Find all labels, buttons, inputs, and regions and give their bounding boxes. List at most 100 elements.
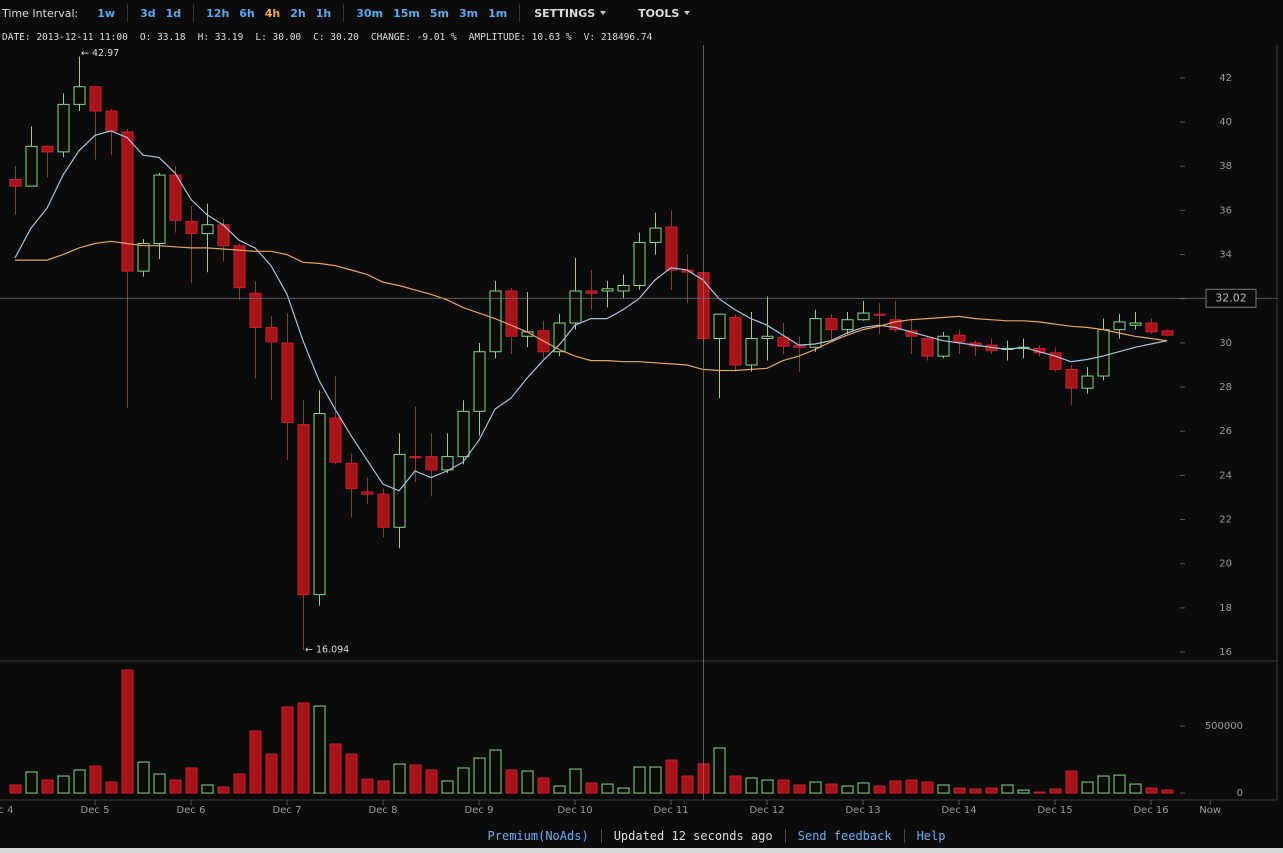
candle-body — [265, 326, 278, 343]
volume-bar — [985, 787, 998, 794]
footer: Premium(NoAds) Updated 12 seconds ago Send… — [0, 826, 1283, 846]
candle-body — [329, 417, 342, 463]
volume-bar — [169, 779, 182, 794]
volume-bar — [617, 787, 630, 794]
volume-bar — [1017, 789, 1030, 794]
interval-button[interactable]: 12h — [206, 6, 230, 20]
candle-body — [185, 220, 198, 235]
volume-bar — [601, 783, 614, 794]
candle-body — [89, 86, 102, 112]
volume-bar — [505, 769, 518, 794]
interval-button[interactable]: 4h — [264, 6, 281, 20]
info-line: DATE: 2013-12-11 11:00 O: 33.18 H: 33.19 L:… — [2, 32, 664, 43]
volume-bar — [393, 763, 406, 794]
y-tick-label: 20 — [1219, 559, 1232, 570]
candle-body — [137, 243, 150, 272]
interval-button[interactable]: 2h — [290, 6, 306, 20]
interval-button[interactable]: 5m — [429, 6, 449, 20]
candle-body — [425, 456, 438, 471]
footer-link[interactable]: Premium(NoAds) — [487, 829, 589, 843]
candle-body — [745, 337, 758, 366]
x-tick-label: Dec 4 — [0, 805, 13, 816]
volume-bar — [281, 706, 294, 794]
candle-body — [809, 318, 822, 348]
volume-bar — [121, 669, 134, 794]
interval-button[interactable]: 30m — [356, 6, 384, 20]
candle-body — [441, 456, 454, 471]
info-item: O: 33.18 — [139, 32, 186, 43]
y-tick-label: 18 — [1219, 603, 1232, 614]
candle-body — [777, 336, 790, 347]
candle-body — [921, 337, 934, 357]
volume-bar — [1145, 787, 1158, 794]
toolbar: Time Interval: 1w 3d 1d 12h 6h 4h 2h 1h 30m 15m 5m 3… — [0, 0, 1283, 26]
volume-bar — [105, 781, 118, 794]
volume-bar — [889, 780, 902, 794]
candle-body — [873, 313, 886, 316]
volume-bar — [233, 773, 246, 794]
menu-button[interactable]: SETTINGS — [534, 7, 606, 20]
interval-button[interactable]: 1d — [165, 6, 182, 20]
candle-body — [633, 241, 646, 286]
x-tick-label: Dec 11 — [653, 805, 688, 816]
info-item: C: 30.20 — [313, 32, 359, 43]
candle-body — [761, 335, 774, 339]
volume-bar — [585, 782, 598, 794]
volume-bar — [1001, 784, 1014, 794]
x-tick-label: Dec 15 — [1037, 805, 1072, 816]
volume-bar — [857, 782, 870, 794]
candle-body — [953, 334, 966, 343]
moving-average-line — [15, 240, 1168, 372]
menu-button[interactable]: TOOLS — [638, 7, 690, 20]
volume-bar — [729, 775, 742, 794]
volume-bar — [1097, 775, 1110, 794]
volume-bar — [649, 766, 662, 794]
candle-body — [1081, 375, 1094, 389]
interval-button[interactable]: 15m — [393, 6, 420, 20]
candle-body — [409, 456, 422, 459]
interval-button[interactable]: 1h — [315, 6, 332, 20]
volume-bar — [905, 779, 918, 794]
candle-body — [665, 226, 678, 271]
y-tick-label: 36 — [1219, 205, 1232, 216]
bottom-bar — [0, 848, 1283, 853]
candle-body — [1097, 329, 1110, 377]
interval-group: 12h 6h 4h 2h 1h — [194, 4, 345, 22]
volume-bar — [681, 775, 694, 794]
volume-bar — [137, 761, 150, 794]
footer-link[interactable]: Help — [903, 829, 958, 843]
x-tick-label: Dec 7 — [273, 805, 302, 816]
candle-body — [473, 351, 486, 412]
volume-bar — [793, 784, 806, 794]
candle-body — [1049, 352, 1062, 370]
volume-tick-label: 500000 — [1205, 721, 1243, 732]
footer-link[interactable]: Send feedback — [784, 829, 904, 843]
candle-body — [1145, 322, 1158, 333]
volume-bar — [473, 757, 486, 794]
x-tick-label: Dec 9 — [465, 805, 494, 816]
volume-bar — [25, 771, 38, 794]
volume-bar — [185, 767, 198, 794]
candle-body — [1113, 321, 1126, 331]
volume-bar — [665, 759, 678, 794]
interval-button[interactable]: 3d — [140, 6, 156, 20]
volume-bar — [409, 764, 422, 794]
y-tick-label: 28 — [1219, 382, 1232, 393]
info-item: AMPLITUDE: 10.63 % — [468, 32, 572, 43]
volume-bar — [1049, 788, 1062, 794]
volume-bar — [345, 753, 358, 794]
candle-body — [313, 413, 326, 596]
interval-button[interactable]: 3m — [458, 6, 479, 20]
interval-button[interactable]: 1w — [97, 6, 116, 20]
interval-button[interactable]: 6h — [239, 6, 255, 20]
moving-average-line — [14, 130, 1168, 492]
volume-bar — [953, 787, 966, 794]
interval-button[interactable]: 1m — [488, 6, 508, 20]
volume-bar — [441, 780, 454, 794]
x-tick-label: Now — [1199, 805, 1221, 816]
volume-bar — [1065, 770, 1078, 794]
volume-bar — [1081, 781, 1094, 794]
candle-body — [649, 227, 662, 243]
candle-body — [489, 290, 502, 353]
